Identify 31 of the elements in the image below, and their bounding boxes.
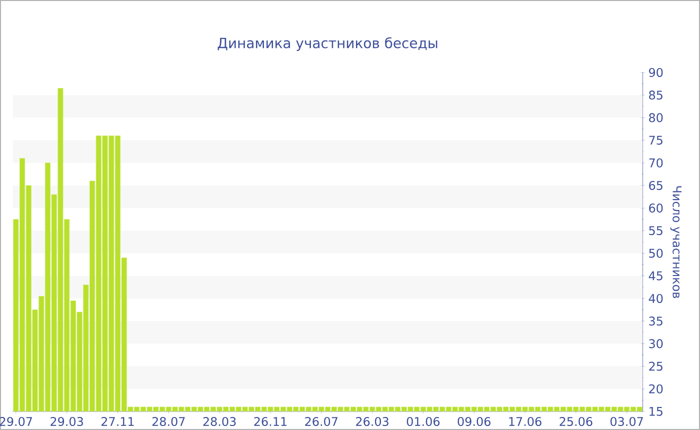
x-tick-label: 17.06 <box>509 416 542 426</box>
chart-title: Динамика участников беседы <box>218 37 438 51</box>
y-tick-label: 80 <box>649 113 663 122</box>
x-tick-label: 03.07 <box>610 416 643 426</box>
x-tick-label: 09.06 <box>458 416 490 426</box>
y-tick-label: 65 <box>649 180 662 190</box>
y-tick-label: 20 <box>649 384 663 394</box>
y-tick-label: 85 <box>649 90 662 100</box>
y-tick-label: 50 <box>649 248 663 258</box>
y-tick-label: 75 <box>649 136 662 145</box>
x-tick-label: 25.06 <box>560 416 592 426</box>
x-tick-label: 26.03 <box>356 416 388 426</box>
x-tick-label: 29.07 <box>0 416 32 426</box>
y-tick-label: 70 <box>649 158 663 168</box>
y-axis-title: Число участников <box>670 186 682 298</box>
x-tick-label: 29.03 <box>50 416 83 426</box>
x-tick-label: 28.03 <box>203 416 236 426</box>
y-tick-label: 15 <box>650 407 662 416</box>
y-tick-label: 35 <box>649 316 662 326</box>
y-tick-label: 90 <box>649 68 663 77</box>
y-tick-label: 30 <box>649 339 663 348</box>
y-tick-label: 25 <box>649 362 662 371</box>
x-tick-label: 26.07 <box>305 416 338 426</box>
y-tick-label: 45 <box>648 271 662 280</box>
y-tick-label: 60 <box>649 204 663 213</box>
x-tick-label: 01.06 <box>406 416 440 426</box>
y-tick-label: 55 <box>649 226 662 236</box>
x-tick-label: 27.11 <box>101 416 134 426</box>
x-tick-label: 26.11 <box>254 416 286 426</box>
y-tick-label: 40 <box>648 294 663 303</box>
x-tick-label: 28.07 <box>152 416 185 426</box>
